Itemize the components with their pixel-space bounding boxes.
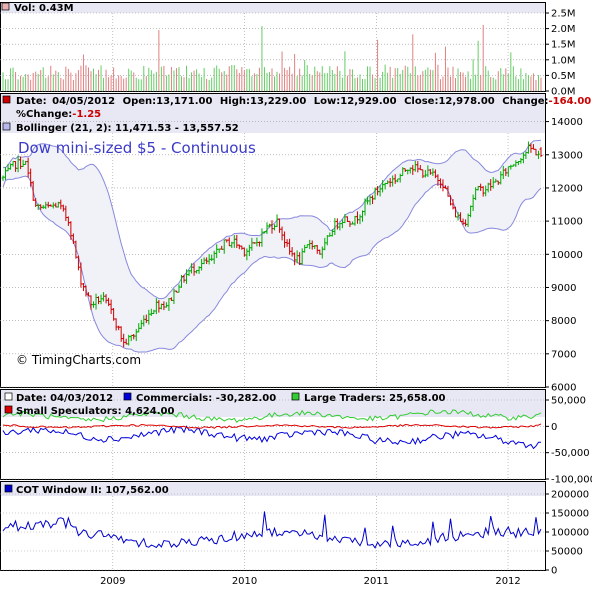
panel-header-price — [1, 94, 545, 133]
chart-title: Dow mini-sized $5 - Continuous — [18, 139, 256, 157]
vol-y-tick: 0.0M — [551, 87, 576, 98]
cot-window-swatch — [4, 484, 13, 493]
price-legend-swatch — [2, 95, 11, 104]
price-y-tick: 8000 — [551, 316, 576, 327]
cot-window-legend: COT Window II: 107,562.00 — [16, 485, 169, 496]
y-axis-ticks: 0.0M 0.5M 1.0M 1.5M 2.0M 2.5M 6000 7000 8000 9000… — [545, 9, 592, 577]
cot-date: Date: 04/03/2012 — [16, 393, 113, 404]
x-tick-2010: 2010 — [232, 576, 257, 587]
price-legend-line1: Date: 04/05/2012 Open:13,171.00 High:13,… — [16, 96, 591, 107]
price-y-tick: 11000 — [551, 217, 583, 228]
bollinger-lower — [2, 175, 542, 353]
cot-window-series-line — [2, 511, 542, 549]
vol-y-tick: 0.5M — [551, 71, 576, 82]
cot-line-large-traders — [2, 409, 542, 424]
panel-vol — [0, 2, 546, 92]
commercials-swatch — [123, 392, 132, 401]
large-traders-legend: Large Traders: 25,658.00 — [304, 393, 446, 404]
copyright: © TimingCharts.com — [16, 353, 141, 367]
cot-y-tick: -100,000 — [551, 475, 592, 486]
bollinger-fill — [3, 140, 541, 353]
cot-window-line — [2, 511, 542, 549]
cotw-y-tick: 100000 — [551, 528, 589, 539]
x-tick-2012: 2012 — [495, 576, 520, 587]
panel-cotw — [0, 481, 546, 571]
cot-y-tick: 50,000 — [551, 396, 586, 407]
price-y-tick: 7000 — [551, 349, 576, 360]
cotw-y-tick: 150000 — [551, 509, 589, 520]
cot-lines — [2, 409, 542, 450]
price-y-tick: 14000 — [551, 117, 583, 128]
x-tick-2009: 2009 — [100, 576, 125, 587]
x-tick-2011: 2011 — [364, 576, 389, 587]
price-y-tick: 6000 — [551, 383, 576, 394]
cot-y-tick: -50,000 — [551, 448, 590, 459]
x-axis-ticks: 2009 2010 2011 2012 — [100, 576, 521, 587]
cotw-y-tick: 200000 — [551, 490, 589, 501]
cot-date-swatch — [4, 392, 13, 401]
vol-y-tick: 2.5M — [551, 9, 576, 20]
cot-line-small-speculators — [2, 423, 542, 429]
bollinger-legend: Bollinger (21, 2): 11,471.53 - 13,557.52 — [16, 123, 239, 134]
price-legend-line2: %Change:-1.25 — [16, 109, 101, 120]
small-speculators-swatch — [4, 405, 13, 414]
price-bar — [539, 147, 543, 158]
vol-y-tick: 2.0M — [551, 24, 576, 35]
panel-header-cot — [1, 390, 545, 417]
price-y-tick: 12000 — [551, 183, 583, 194]
panel-header-cotw — [1, 482, 545, 496]
vol-y-tick: 1.5M — [551, 40, 576, 51]
price-y-tick: 13000 — [551, 150, 583, 161]
bollinger-legend-swatch — [2, 122, 11, 131]
vol-legend-swatch — [1, 2, 10, 11]
vol-legend: Vol: 0.43M — [14, 3, 74, 14]
cot-y-tick: 0 — [551, 422, 557, 433]
price-y-tick: 9000 — [551, 283, 576, 294]
volume-bars — [2, 24, 542, 91]
price-bar — [536, 150, 540, 159]
commercials-legend: Commercials: -30,282.00 — [136, 393, 276, 404]
price-y-tick: 10000 — [551, 250, 583, 261]
large-traders-swatch — [291, 392, 300, 401]
cotw-y-tick: 0 — [551, 566, 557, 577]
price-bars — [1, 141, 543, 348]
cot-line-commercials — [2, 425, 542, 450]
small-speculators-legend: Small Speculators: 4,624.00 — [16, 406, 174, 417]
panel-header-vol — [1, 3, 545, 13]
vol-y-tick: 1.0M — [551, 55, 576, 66]
cotw-y-tick: 50000 — [551, 547, 583, 558]
